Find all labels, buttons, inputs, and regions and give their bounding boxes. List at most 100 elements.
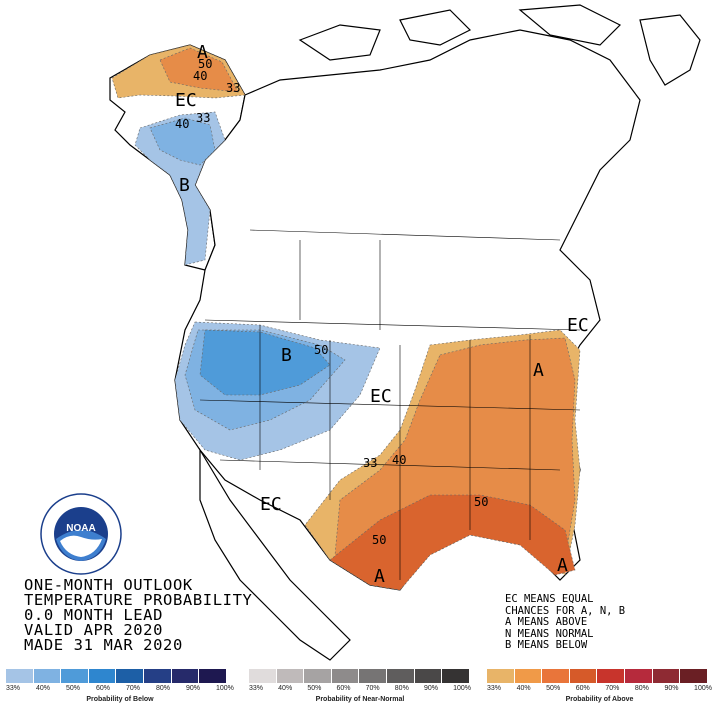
- title-line-1: ONE-MONTH OUTLOOK: [24, 576, 193, 594]
- scale-normal-title: Probability of Near-Normal: [315, 696, 405, 703]
- scale-below-tick: 60%: [96, 685, 111, 692]
- scale-normal-tick: 80%: [394, 685, 409, 692]
- scale-below-swatch: [33, 669, 62, 683]
- label-northeast-ec: EC: [567, 315, 589, 336]
- scale-normal-tick: 50%: [307, 685, 322, 692]
- label-east-33: 33: [363, 456, 377, 470]
- below-shading: [134, 111, 381, 461]
- scale-below-tick: 50%: [66, 685, 81, 692]
- label-northwest-b: B: [281, 345, 292, 366]
- scale-below-swatch: [199, 669, 227, 683]
- scale-below-swatch: [61, 669, 89, 683]
- scale-above-tick: 60%: [575, 685, 590, 692]
- scale-below-tick: 70%: [126, 685, 141, 692]
- scale-above-tick: 40%: [516, 685, 531, 692]
- scale-normal-swatch: [276, 669, 305, 683]
- scale-above-tick: 50%: [546, 685, 561, 692]
- scale-below: 33% 40% 50% 60% 70% 80% 90% 100% Probability of…: [6, 669, 234, 707]
- scale-below-swatches: [6, 669, 234, 683]
- scale-above-swatch: [680, 669, 708, 683]
- label-alaska-33: 33: [226, 81, 240, 95]
- scale-below-swatch: [116, 669, 144, 683]
- title-line-4: VALID APR 2020: [24, 621, 164, 639]
- legend-note-line-1: EC MEANS EQUAL: [505, 593, 594, 605]
- scale-normal-swatch: [249, 669, 277, 683]
- scale-normal-swatch: [442, 669, 470, 683]
- scale-normal-swatch: [359, 669, 387, 683]
- noaa-logo-icon: NOAA: [40, 493, 122, 575]
- scale-above-tick: 80%: [634, 685, 649, 692]
- below-50-west: [199, 329, 331, 396]
- label-atlantic-a: A: [533, 360, 544, 381]
- scale-above-tick: 70%: [605, 685, 620, 692]
- label-southwest-ec: EC: [260, 494, 282, 515]
- title-line-3: 0.0 MONTH LEAD: [24, 606, 164, 624]
- scale-normal-tick: 100%: [453, 685, 471, 692]
- above-50-south: [329, 494, 576, 591]
- legend-note: EC MEANS EQUAL CHANCES FOR A, N, B A MEA…: [505, 593, 626, 652]
- label-central-ec: EC: [370, 386, 392, 407]
- scale-below-swatch: [88, 669, 117, 683]
- scale-above: 33% 40% 50% 60% 70% 80% 90% 100% Probability of…: [487, 669, 712, 707]
- logo-noaa-text: NOAA: [66, 523, 95, 534]
- scale-normal-tick: 90%: [423, 685, 438, 692]
- label-panhandle-b: B: [179, 175, 190, 196]
- scale-below-tick: 90%: [186, 685, 201, 692]
- map-labels: A 50 40 33 EC 40 33 B B 50 EC 40 33 EC 5…: [175, 42, 589, 587]
- label-alaska-b33: 33: [196, 111, 210, 125]
- legend-note-line-4: N MEANS NORMAL: [505, 627, 594, 640]
- scale-below-tick: 80%: [156, 685, 171, 692]
- scale-above-swatches: [487, 669, 712, 683]
- title-line-5: MADE 31 MAR 2020: [24, 636, 183, 654]
- scale-below-swatch: [171, 669, 200, 683]
- scale-normal-ticks: 33% 40% 50% 60% 70% 80% 90% 100%: [249, 685, 471, 692]
- above-40-alaska: [159, 47, 239, 93]
- scale-normal-swatch: [304, 669, 332, 683]
- label-texas-50: 50: [372, 533, 386, 547]
- scale-normal-swatch: [414, 669, 443, 683]
- scale-above-swatch: [597, 669, 625, 683]
- scale-normal-tick: 60%: [336, 685, 351, 692]
- label-northwest-50: 50: [314, 343, 328, 357]
- below-40-region: [149, 117, 216, 166]
- scale-below-title: Probability of Below: [86, 696, 154, 703]
- scale-above-ticks: 33% 40% 50% 60% 70% 80% 90% 100%: [487, 685, 712, 692]
- legend-note-line-5: B MEANS BELOW: [505, 639, 588, 651]
- label-alaska-ec: EC: [175, 90, 197, 111]
- scale-above-tick: 33%: [487, 685, 502, 692]
- scale-normal-tick: 40%: [278, 685, 293, 692]
- scale-above-swatch: [624, 669, 653, 683]
- scale-above-swatch: [487, 669, 515, 683]
- label-east-40: 40: [392, 453, 406, 467]
- label-alaska-b40: 40: [175, 117, 189, 131]
- scale-above-tick: 90%: [664, 685, 679, 692]
- scale-normal-tick: 70%: [365, 685, 380, 692]
- label-alaska-40: 40: [193, 69, 207, 83]
- scale-above-tick: 100%: [694, 685, 712, 692]
- scale-below-swatch: [143, 669, 172, 683]
- label-florida-a: A: [557, 555, 568, 576]
- title-line-2: TEMPERATURE PROBABILITY: [24, 591, 253, 609]
- state-borders: [199, 229, 581, 580]
- scale-below-ticks: 33% 40% 50% 60% 70% 80% 90% 100%: [6, 685, 234, 692]
- scale-below-tick: 40%: [36, 685, 51, 692]
- scale-normal-swatch: [386, 669, 415, 683]
- scale-below-tick: 33%: [6, 685, 21, 692]
- label-southeast-50: 50: [474, 495, 488, 509]
- scale-normal: 33% 40% 50% 60% 70% 80% 90% 100% Probability of…: [249, 669, 471, 707]
- scale-above-swatch: [542, 669, 570, 683]
- scale-normal-swatch: [331, 669, 360, 683]
- label-texas-a: A: [374, 566, 385, 587]
- scale-below-tick: 100%: [216, 685, 234, 692]
- scale-above-swatch: [514, 669, 543, 683]
- scale-above-swatch: [569, 669, 598, 683]
- legend-note-line-2: CHANCES FOR A, N, B: [505, 604, 626, 617]
- label-alaska-a: A: [197, 42, 208, 63]
- above-shading: [111, 44, 581, 591]
- scale-above-title: Probability of Above: [565, 696, 634, 703]
- scale-normal-swatches: [249, 669, 471, 683]
- scale-below-swatch: [6, 669, 34, 683]
- legend-note-line-3: A MEANS ABOVE: [505, 616, 588, 628]
- outlook-title: ONE-MONTH OUTLOOK TEMPERATURE PROBABILIT…: [24, 576, 253, 654]
